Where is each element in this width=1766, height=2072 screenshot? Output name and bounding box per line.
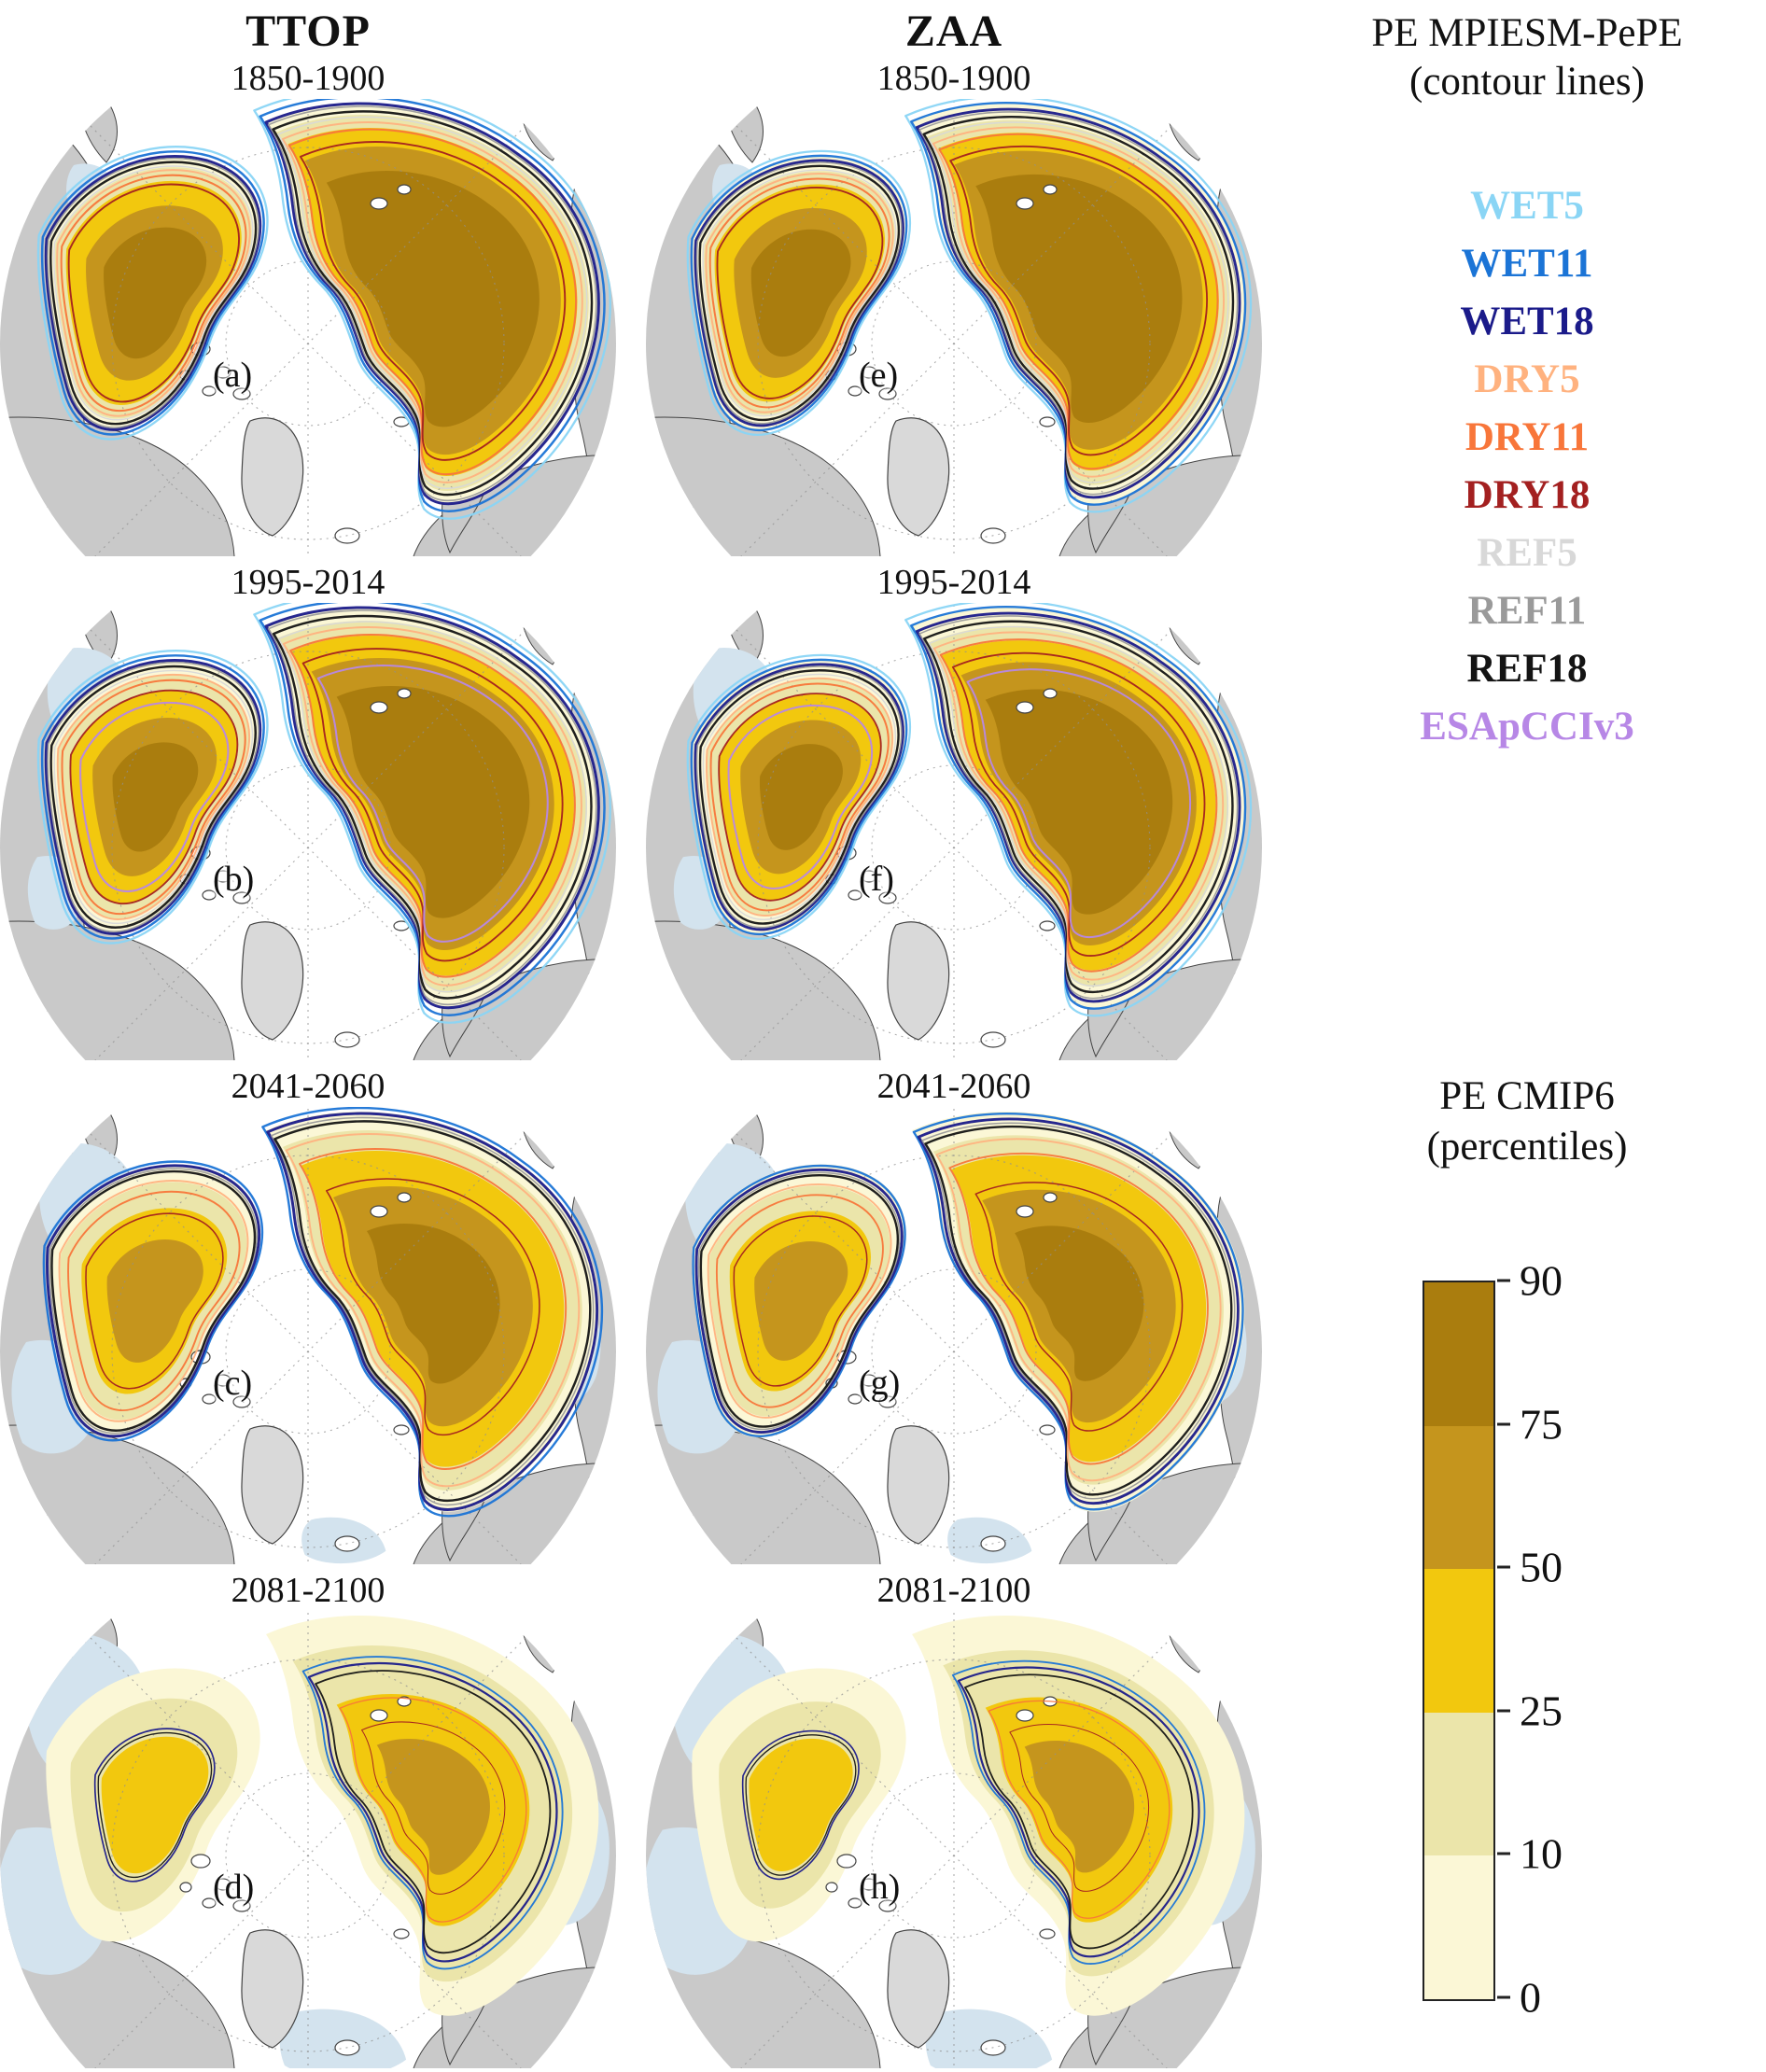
map-canvas-h bbox=[646, 1611, 1262, 2068]
contour-legend: PE MPIESM-PePE (contour lines) WET5 WET1… bbox=[1288, 9, 1766, 756]
colorbar-band-50-75 bbox=[1424, 1425, 1493, 1570]
period-label: 2041-2060 bbox=[876, 1067, 1031, 1106]
colorbar-subtitle: (percentiles) bbox=[1426, 1125, 1628, 1169]
polar-map bbox=[646, 99, 1262, 556]
map-canvas-f bbox=[646, 603, 1262, 1060]
map-canvas-a bbox=[0, 99, 616, 556]
tick-mark bbox=[1497, 1995, 1510, 1999]
legend-entry-esapcciv3: ESApCCIv3 bbox=[1420, 705, 1634, 749]
colorbar bbox=[1423, 1281, 1495, 2001]
panel-letter-b: (b) bbox=[213, 860, 255, 899]
column-header-ttop: TTOP bbox=[245, 7, 371, 56]
colorbar-tick-10: 10 bbox=[1497, 1829, 1563, 1879]
tick-mark bbox=[1497, 1279, 1510, 1282]
panel-b: 1995-2014 (b) bbox=[0, 562, 616, 1060]
tick-label: 75 bbox=[1520, 1400, 1563, 1449]
panel-letter-h: (h) bbox=[859, 1868, 901, 1907]
colorbar-tick-90: 90 bbox=[1497, 1256, 1563, 1306]
period-label: 2041-2060 bbox=[231, 1067, 385, 1106]
tick-label: 0 bbox=[1520, 1973, 1541, 2022]
tick-label: 90 bbox=[1520, 1256, 1563, 1305]
period-label: 2081-2100 bbox=[231, 1571, 385, 1610]
legend-entry-dry5: DRY5 bbox=[1474, 357, 1580, 401]
map-canvas-g bbox=[646, 1107, 1262, 1564]
legend-entry-ref11: REF11 bbox=[1467, 589, 1587, 633]
panel-g: 2041-2060 (g) bbox=[646, 1066, 1262, 1564]
polar-map bbox=[0, 99, 616, 556]
period-label: 2081-2100 bbox=[876, 1571, 1031, 1610]
map-canvas-e bbox=[646, 99, 1262, 556]
panel-d: 2081-2100 (d) bbox=[0, 1570, 616, 2068]
panel-c: 2041-2060 (c) bbox=[0, 1066, 616, 1564]
colorbar-band-0-10 bbox=[1424, 1855, 1493, 1999]
period-label: 1995-2014 bbox=[231, 563, 385, 602]
panel-letter-c: (c) bbox=[213, 1364, 253, 1403]
period-label: 1995-2014 bbox=[876, 563, 1031, 602]
legend-entry-wet18: WET18 bbox=[1460, 300, 1594, 343]
colorbar-tick-50: 50 bbox=[1497, 1543, 1563, 1592]
colorbar-title: PE CMIP6 bbox=[1439, 1074, 1615, 1118]
polar-map bbox=[0, 1107, 616, 1564]
map-canvas-c bbox=[0, 1107, 616, 1564]
tick-mark bbox=[1497, 1422, 1510, 1426]
contour-legend-subtitle: (contour lines) bbox=[1409, 60, 1645, 104]
colorbar-tick-0: 0 bbox=[1497, 1973, 1541, 2023]
panel-letter-f: (f) bbox=[859, 860, 894, 899]
legend-entry-ref18: REF18 bbox=[1466, 647, 1588, 691]
colorbar-ticks: 90 75 50 25 10 0 bbox=[1497, 1257, 1647, 2022]
period-label: 1850-1900 bbox=[231, 59, 385, 98]
colorbar-band-10-25 bbox=[1424, 1712, 1493, 1856]
tick-label: 50 bbox=[1520, 1543, 1563, 1591]
colorbar-tick-25: 25 bbox=[1497, 1686, 1563, 1735]
panel-letter-a: (a) bbox=[213, 356, 253, 395]
polar-map bbox=[646, 1107, 1262, 1564]
panel-letter-e: (e) bbox=[859, 356, 899, 395]
contour-legend-entries: WET5 WET11 WET18 DRY5 DRY11 DRY18 REF5 R… bbox=[1288, 177, 1766, 756]
map-canvas-b bbox=[0, 603, 616, 1060]
tick-mark bbox=[1497, 1852, 1510, 1855]
colorbar-band-25-50 bbox=[1424, 1569, 1493, 1713]
tick-mark bbox=[1497, 1565, 1510, 1569]
column-header-zaa: ZAA bbox=[904, 7, 1003, 56]
polar-map bbox=[646, 603, 1262, 1060]
legend-entry-dry18: DRY18 bbox=[1464, 473, 1591, 517]
map-canvas-d bbox=[0, 1611, 616, 2068]
legend-entry-ref5: REF5 bbox=[1477, 531, 1577, 575]
colorbar-title-block: PE CMIP6 (percentiles) bbox=[1288, 1071, 1766, 1172]
legend-entry-wet11: WET11 bbox=[1461, 242, 1593, 286]
tick-label: 10 bbox=[1520, 1829, 1563, 1878]
polar-map bbox=[646, 1611, 1262, 2068]
panel-e: 1850-1900 (e) bbox=[646, 58, 1262, 556]
panel-f: 1995-2014 (f) bbox=[646, 562, 1262, 1060]
polar-map bbox=[0, 1611, 616, 2068]
tick-label: 25 bbox=[1520, 1687, 1563, 1735]
panel-h: 2081-2100 (h) bbox=[646, 1570, 1262, 2068]
polar-map bbox=[0, 603, 616, 1060]
panel-a: 1850-1900 (a) bbox=[0, 58, 616, 556]
contour-legend-title: PE MPIESM-PePE bbox=[1371, 11, 1683, 55]
colorbar-tick-75: 75 bbox=[1497, 1399, 1563, 1449]
legend-entry-wet5: WET5 bbox=[1470, 184, 1584, 228]
period-label: 1850-1900 bbox=[876, 59, 1031, 98]
tick-mark bbox=[1497, 1709, 1510, 1713]
panel-letter-d: (d) bbox=[213, 1868, 255, 1907]
legend-entry-dry11: DRY11 bbox=[1465, 415, 1590, 459]
colorbar-band-75-90 bbox=[1424, 1282, 1493, 1426]
panel-letter-g: (g) bbox=[859, 1364, 901, 1403]
